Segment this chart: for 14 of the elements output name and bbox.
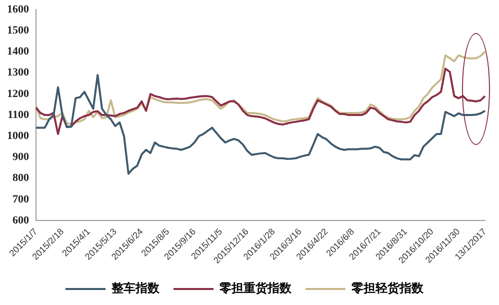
y-tick-label: 1600 — [7, 3, 30, 16]
y-tick-label: 1000 — [7, 130, 30, 142]
y-tick-label: 800 — [12, 172, 30, 184]
y-tick-label: 1400 — [7, 46, 30, 58]
legend-label: 整车指数 — [110, 281, 160, 296]
y-tick-label: 1500 — [7, 24, 30, 37]
y-tick-label: 900 — [12, 151, 30, 164]
y-tick-label: 1100 — [8, 108, 30, 121]
y-tick-label: 700 — [12, 193, 30, 206]
legend-label: 零担轻货指数 — [350, 281, 424, 296]
y-tick-label: 1300 — [7, 66, 30, 79]
legend-label: 零担重货指数 — [218, 281, 292, 296]
y-tick-label: 1200 — [7, 88, 30, 100]
y-tick-label: 600 — [12, 214, 30, 226]
